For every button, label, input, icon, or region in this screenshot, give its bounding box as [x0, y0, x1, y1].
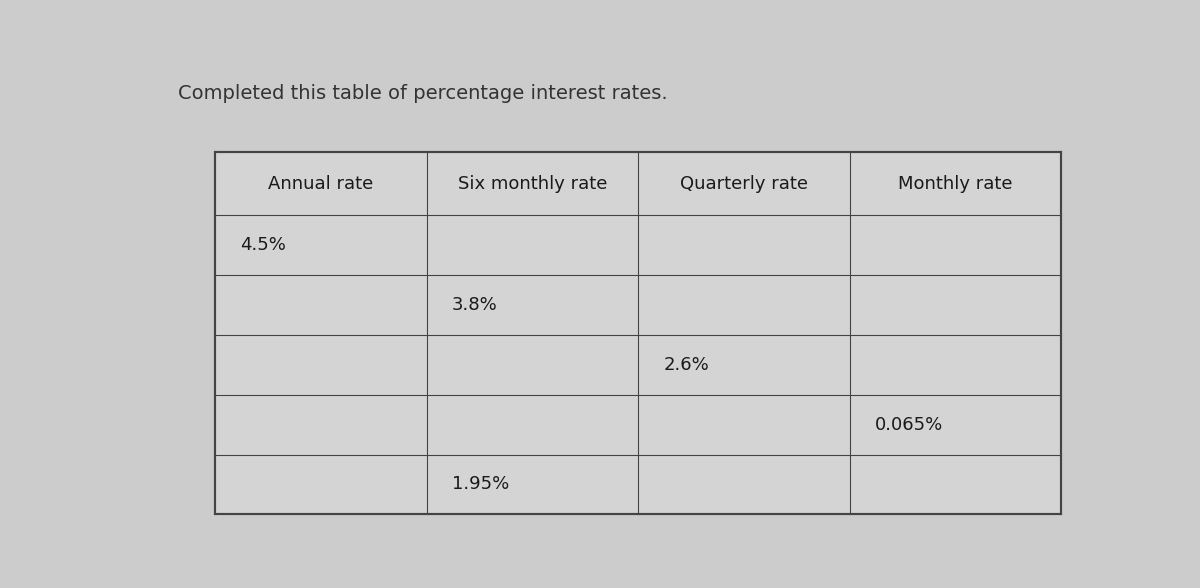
Text: 4.5%: 4.5% [240, 236, 287, 255]
Text: Annual rate: Annual rate [269, 175, 373, 193]
Text: 3.8%: 3.8% [452, 296, 498, 314]
Text: 1.95%: 1.95% [452, 475, 509, 493]
Text: Monthly rate: Monthly rate [899, 175, 1013, 193]
Text: Six monthly rate: Six monthly rate [457, 175, 607, 193]
Text: Completed this table of percentage interest rates.: Completed this table of percentage inter… [178, 84, 667, 103]
Text: Quarterly rate: Quarterly rate [680, 175, 808, 193]
Text: 0.065%: 0.065% [875, 416, 943, 433]
Text: 2.6%: 2.6% [664, 356, 709, 374]
Bar [215, 152, 1062, 514]
